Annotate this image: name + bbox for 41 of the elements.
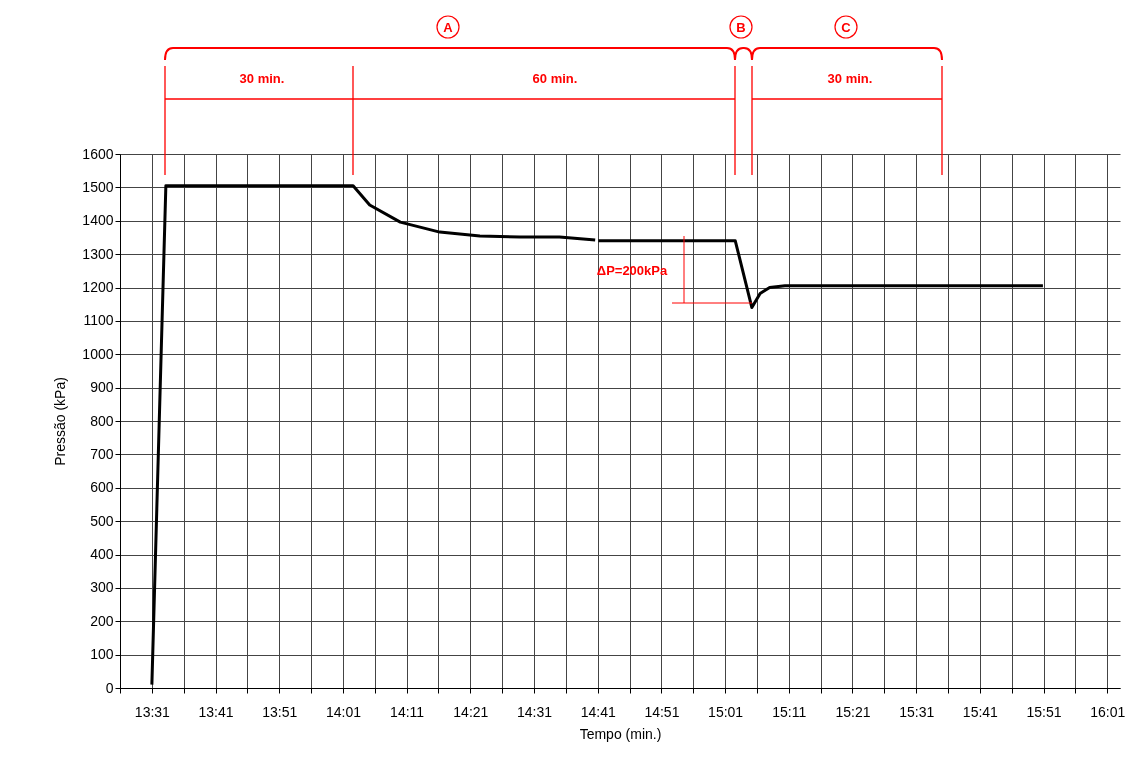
y-tick-label: 500 xyxy=(90,512,114,529)
x-tick-label: 15:11 xyxy=(772,703,807,720)
y-tick-label: 400 xyxy=(90,546,114,562)
y-tick-label: 1200 xyxy=(82,279,114,295)
x-tick-label: 13:51 xyxy=(262,703,298,720)
y-tick-label: 100 xyxy=(90,646,114,663)
y-tick-label: 1300 xyxy=(82,245,114,262)
y-tick-label: 800 xyxy=(90,412,114,429)
text: B xyxy=(736,19,746,35)
x-tick-label: 16:01 xyxy=(1090,703,1126,720)
x-tick-label: 14:11 xyxy=(390,703,425,720)
x-axis-title: Tempo (min.) xyxy=(579,725,662,742)
x-tick-label: 15:21 xyxy=(835,703,871,720)
y-tick-label: 300 xyxy=(90,579,114,596)
x-tick-label: 15:01 xyxy=(708,703,744,720)
x-tick-label: 13:41 xyxy=(198,703,234,720)
x-tick-label: 14:21 xyxy=(453,703,489,720)
x-tick-label: 14:51 xyxy=(644,703,680,720)
x-tick-label: 14:31 xyxy=(517,703,553,720)
x-tick-label: 14:41 xyxy=(580,703,616,720)
x-tick-label: 15:31 xyxy=(899,703,935,720)
y-tick-label: 0 xyxy=(105,679,114,696)
text: 60 min. xyxy=(532,70,578,86)
text: A xyxy=(443,19,454,35)
x-tick-label: 13:31 xyxy=(134,703,171,720)
text: 30 min. xyxy=(239,70,285,86)
y-tick-label: 900 xyxy=(90,379,114,396)
y-tick-label: 1400 xyxy=(82,212,114,229)
x-tick-label: 14:01 xyxy=(325,703,362,720)
x-tick-label: 15:51 xyxy=(1026,703,1062,720)
text: C xyxy=(841,19,852,35)
y-tick-label: 700 xyxy=(90,445,114,462)
y-tick-label: 1500 xyxy=(82,178,114,195)
y-axis-title: Pressão (kPa) xyxy=(52,377,69,466)
y-tick-label: 600 xyxy=(90,479,114,496)
x-tick-label: 15:41 xyxy=(962,703,999,720)
text: 30 min. xyxy=(827,70,873,86)
y-tick-label: 1000 xyxy=(82,345,114,362)
y-tick-label: 200 xyxy=(90,612,114,629)
y-tick-label: 1100 xyxy=(83,312,114,329)
y-tick-label: 1600 xyxy=(82,145,114,162)
